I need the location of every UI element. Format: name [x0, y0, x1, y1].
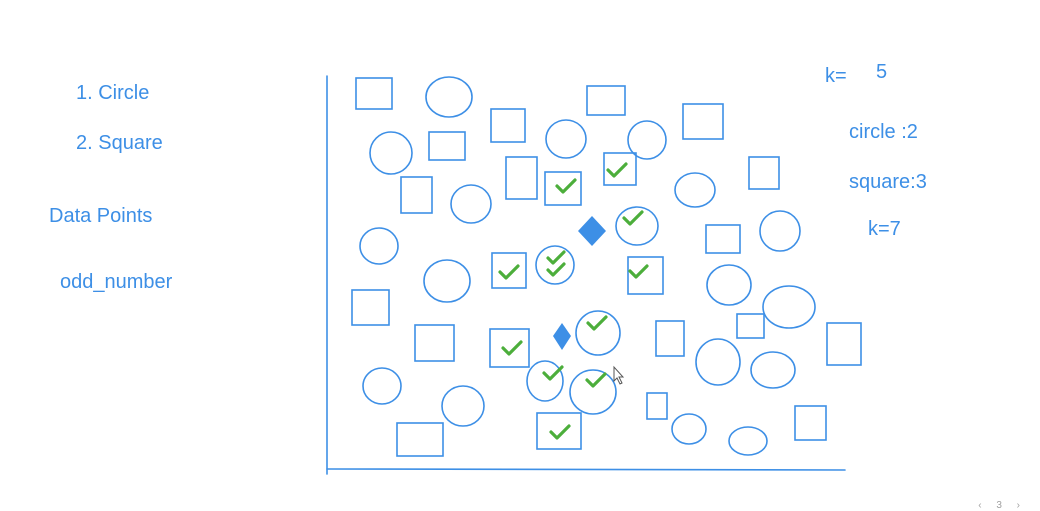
x-axis: [326, 468, 846, 471]
square-point: [428, 131, 466, 161]
square-point: [736, 313, 765, 339]
square-point-neighbor: [536, 412, 582, 450]
circle-point: [441, 385, 485, 427]
square-point: [355, 77, 393, 110]
circle-point: [423, 259, 471, 303]
circle-point-neighbor: [615, 206, 659, 246]
k-value: 5: [876, 61, 888, 83]
circle-point-neighbor: [569, 369, 617, 415]
square-point-neighbor: [489, 328, 530, 368]
square-point: [490, 108, 526, 143]
circle-point: [706, 264, 752, 306]
circle-point: [425, 76, 473, 118]
square-point: [748, 156, 780, 190]
check-icon: [501, 340, 523, 356]
next-slide-button[interactable]: ›: [1016, 500, 1020, 511]
check-icon: [585, 372, 607, 388]
check-icon: [628, 264, 649, 279]
circle-point: [450, 184, 492, 224]
circle-point: [545, 119, 587, 159]
check-icon: [586, 315, 608, 331]
circle-point: [762, 285, 816, 329]
check-icon: [555, 178, 577, 194]
circle-point: [369, 131, 413, 175]
square-point: [794, 405, 827, 441]
check-icon: [549, 424, 571, 440]
k-alt-label: k=7: [868, 218, 901, 240]
square-point-neighbor: [627, 256, 664, 295]
square-point-neighbor: [603, 152, 637, 186]
circle-point-neighbor: [526, 360, 564, 402]
k-label: k=: [825, 65, 847, 87]
square-point: [505, 156, 538, 200]
circle-point-neighbor: [575, 310, 621, 356]
legend-square: 2. Square: [76, 132, 163, 154]
square-point: [396, 422, 444, 457]
square-point: [646, 392, 668, 420]
square-point: [826, 322, 862, 366]
square-point: [705, 224, 741, 254]
prev-slide-button[interactable]: ‹: [978, 500, 982, 511]
check-icon: [606, 162, 628, 178]
square-count: square:3: [849, 171, 927, 193]
odd-number-label: odd_number: [60, 271, 173, 293]
check-icon: [498, 264, 520, 280]
circle-point: [759, 210, 801, 252]
check-icon: [622, 210, 644, 226]
diamond-query-icon: [578, 216, 606, 246]
square-point-neighbor: [544, 171, 582, 206]
check-icon: [546, 250, 566, 265]
square-point: [400, 176, 433, 214]
circle-point: [627, 120, 667, 160]
circle-point-neighbor: [535, 245, 575, 285]
circle-point: [750, 351, 796, 389]
circle-count: circle :2: [849, 121, 918, 143]
check-icon: [542, 365, 564, 381]
check-icon: [546, 262, 566, 277]
diamond-query-icon: [553, 323, 571, 350]
circle-point: [671, 413, 707, 445]
circle-point: [362, 367, 402, 405]
square-point: [655, 320, 685, 357]
circle-point: [359, 227, 399, 265]
page-number: 3: [996, 500, 1002, 511]
cursor-icon: [613, 365, 625, 385]
square-point: [586, 85, 626, 116]
data-points-label: Data Points: [49, 205, 153, 227]
slide-pager: ‹ 3 ›: [972, 500, 1026, 511]
legend-circle: 1. Circle: [76, 82, 150, 104]
circle-point: [674, 172, 716, 208]
circle-point: [728, 426, 768, 456]
square-point: [414, 324, 455, 362]
circle-point: [695, 338, 741, 386]
square-point-neighbor: [491, 252, 527, 289]
square-point: [682, 103, 724, 140]
square-point: [351, 289, 390, 326]
